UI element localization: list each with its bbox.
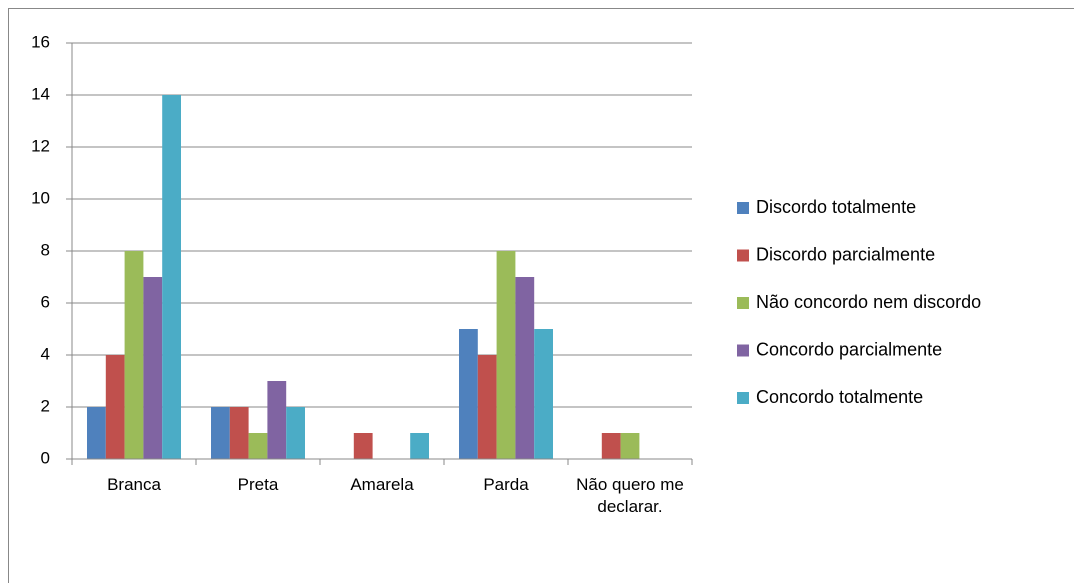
bar [601,433,621,459]
bar [620,433,640,459]
x-tick-label: Amarela [350,475,414,494]
legend-swatch [737,202,749,214]
y-tick-label: 10 [31,188,50,207]
legend-label: Não concordo nem discordo [756,292,981,312]
y-tick-label: 0 [41,448,50,467]
bar [87,407,106,459]
bar [515,277,535,459]
y-tick-label: 12 [31,136,50,155]
x-tick-label: Não quero me declarar. [576,475,684,516]
legend-swatch [737,249,749,262]
legend-label: Discordo parcialmente [756,244,935,264]
legend-label: Concordo parcialmente [756,339,942,359]
bar [229,407,249,459]
bar [286,407,305,459]
y-tick-label: 2 [41,396,50,415]
bar [534,329,553,459]
bar [459,329,478,459]
legend-swatch [737,297,749,309]
y-tick-label: 6 [41,292,50,311]
x-tick-label: Parda [483,475,529,494]
bar [105,355,125,459]
bar [162,95,181,459]
y-tick-label: 4 [41,344,50,363]
bar [267,381,287,459]
y-tick-label: 8 [41,240,50,259]
legend-swatch [737,392,749,404]
legend-swatch [737,344,749,357]
bar [410,433,429,459]
y-tick-label: 14 [31,84,50,103]
chart-border [8,8,1074,583]
legend-label: Discordo totalmente [756,197,916,217]
bar [496,251,516,459]
x-tick-label: Preta [237,475,279,494]
legend-label: Concordo totalmente [756,387,923,407]
bar [353,433,373,459]
x-tick-label: Branca [107,475,161,494]
bar [211,407,230,459]
y-tick-label: 16 [31,32,50,51]
bar [143,277,163,459]
bar [477,355,497,459]
bar [124,251,144,459]
bar [248,433,268,459]
